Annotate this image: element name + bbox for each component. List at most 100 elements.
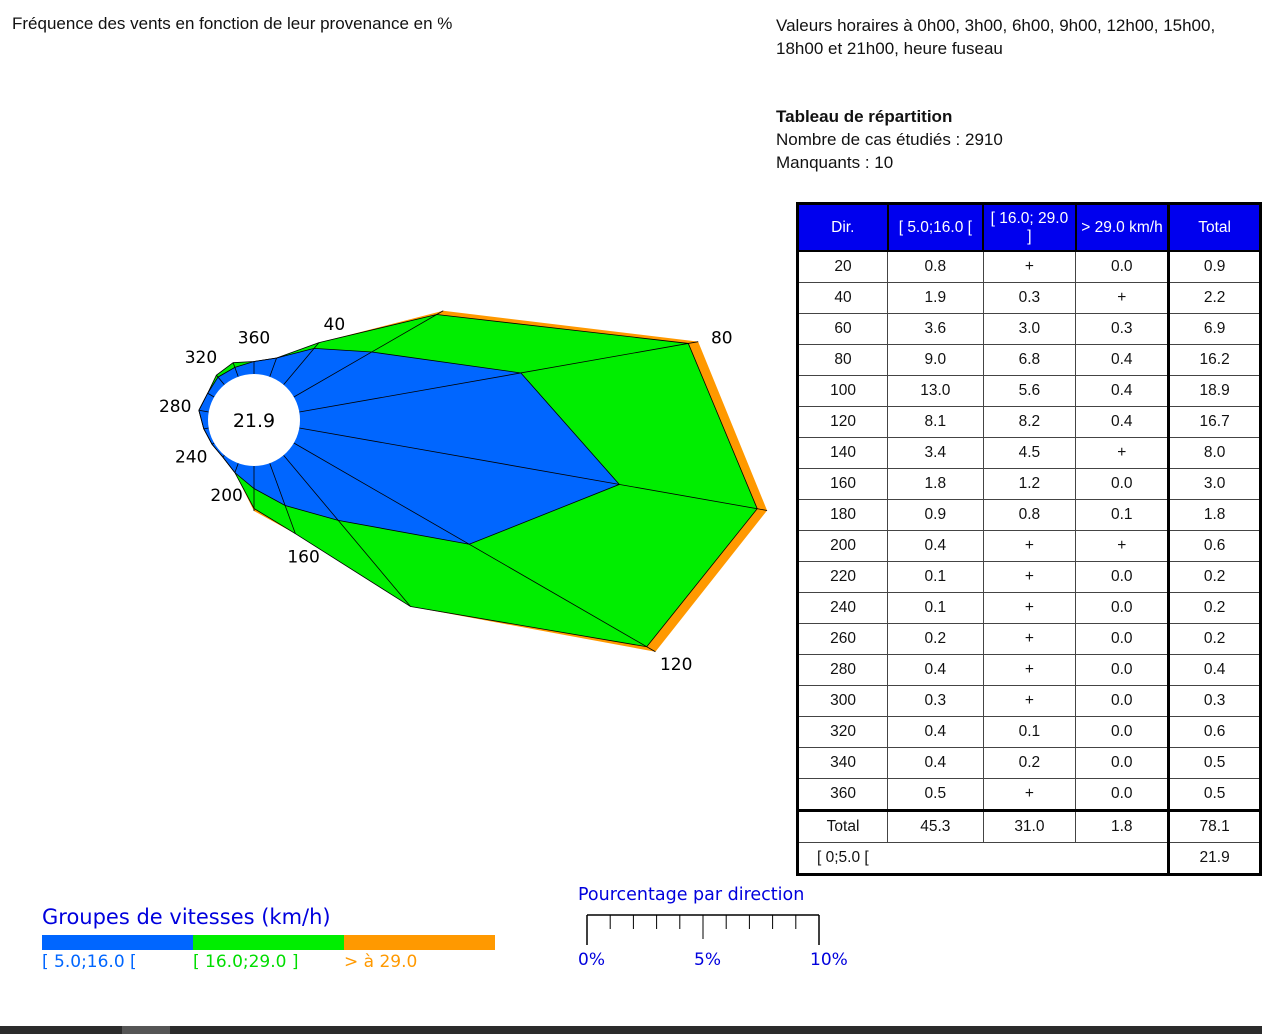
rose-spoke-200 (234, 463, 239, 473)
table-cell: + (1075, 282, 1170, 314)
rose-spoke-140 (283, 454, 411, 607)
table-cell: 0.2 (887, 623, 984, 655)
table-cell: 0.3 (1167, 685, 1261, 717)
table-cell: 120 (796, 406, 889, 438)
table-row: 300 0.3 +0.0 0.3 (796, 685, 1261, 717)
table-cell: 0.0 (1075, 250, 1170, 283)
legend-label-low: [ 5.0;16.0 [ (42, 952, 137, 972)
rose-spoke-220 (222, 454, 225, 458)
table-cell: 0.6 (1167, 530, 1261, 562)
table-cell: 0.3 (982, 282, 1077, 314)
direction-label-40: 40 (324, 315, 346, 335)
table-row: 200 0.4 + +0.6 (796, 530, 1261, 562)
table-cell: 0.9 (1167, 250, 1261, 283)
table-cell: 3.0 (1167, 468, 1261, 500)
table-cell: 16.7 (1167, 406, 1261, 438)
table-cell: 0.0 (1075, 716, 1170, 748)
table-cell: 1.8 (887, 468, 984, 500)
info-line-2: 18h00 et 21h00, heure fuseau (776, 39, 1003, 58)
table-cell: 4.5 (982, 437, 1077, 469)
rose-spoke-100 (299, 427, 768, 511)
table-cell: 0.3 (887, 685, 984, 717)
table-cell: 8.1 (887, 406, 984, 438)
rose-outline-band-1 (198, 314, 758, 648)
rose-spoke-340 (232, 362, 239, 377)
table-cell: 0.0 (1075, 747, 1170, 779)
calm-value: 21.9 (1167, 842, 1261, 875)
scale-label-5: 5% (694, 950, 721, 970)
rose-spoke-240 (211, 442, 215, 445)
table-row: 100 13.0 5.6 0.4 18.9 (796, 375, 1261, 407)
table-cell: 0.1 (887, 561, 984, 593)
direction-label-200: 200 (210, 486, 242, 506)
table-total-row: Total 45.3 31.0 1.8 78.1 (796, 809, 1261, 843)
table-cell: 1.8 (1167, 499, 1261, 531)
table-cell: 0.4 (887, 654, 984, 686)
table-cell: + (1075, 437, 1170, 469)
header-speed-1: [ 5.0;16.0 [ (886, 202, 985, 252)
header-speed-3: > 29.0 km/h (1074, 202, 1170, 252)
table-cell: 1.9 (887, 282, 984, 314)
table-cell: 8.0 (1167, 437, 1261, 469)
total-cell: 31.0 (982, 809, 1077, 843)
table-cell: 0.2 (1167, 623, 1261, 655)
header-total: Total (1167, 202, 1262, 252)
table-cell: 13.0 (887, 375, 984, 407)
table-row: 280 0.4 +0.0 0.4 (796, 654, 1261, 686)
legend-label-high: > à 29.0 (344, 952, 418, 972)
table-cell: + (982, 685, 1077, 717)
legend-bar-low (42, 935, 193, 950)
table-row: 60 3.6 3.0 0.3 6.9 (796, 313, 1261, 345)
speed-legend: Groupes de vitesses (km/h) [ 5.0;16.0 [ … (42, 905, 495, 976)
table-row: 40 1.9 0.3 +2.2 (796, 282, 1261, 314)
table-cell: 40 (796, 282, 889, 314)
table-cell: 360 (796, 778, 889, 811)
rose-spoke-20 (269, 357, 277, 377)
table-cell: + (982, 530, 1077, 562)
scale-title: Pourcentage par direction (578, 885, 805, 905)
table-cell: 0.4 (887, 530, 984, 562)
table-row: 240 0.1 +0.0 0.2 (796, 592, 1261, 624)
direction-label-120: 120 (660, 655, 692, 675)
table-row: 20 0.8 +0.0 0.9 (796, 250, 1261, 283)
cases-count: Nombre de cas étudiés : 2910 (776, 130, 1003, 149)
table-cell: 0.8 (887, 250, 984, 283)
rose-spoke-80 (299, 341, 699, 413)
calm-circle (208, 374, 300, 466)
table-calm-row: [ 0;5.0 [21.9 (796, 842, 1261, 875)
table-cell: 0.4 (1167, 654, 1261, 686)
legend-label-mid: [ 16.0;29.0 ] (193, 952, 299, 972)
table-cell: 320 (796, 716, 889, 748)
direction-label-240: 240 (175, 447, 207, 467)
table-row: 260 0.2 +0.0 0.2 (796, 623, 1261, 655)
table-cell: 6.8 (982, 344, 1077, 376)
table-cell: 3.4 (887, 437, 984, 469)
table-cell: 0.0 (1075, 623, 1170, 655)
direction-label-80: 80 (711, 329, 733, 349)
rose-spoke-280 (198, 409, 209, 413)
calm-percent-label: 21.9 (233, 410, 275, 432)
table-cell: 0.4 (887, 747, 984, 779)
rose-spoke-320 (216, 374, 225, 386)
table-cell: 260 (796, 623, 889, 655)
table-cell: 0.1 (982, 716, 1077, 748)
table-cell: 0.9 (887, 499, 984, 531)
total-cell: 45.3 (887, 809, 984, 843)
table-cell: 280 (796, 654, 889, 686)
distribution-table: Dir. [ 5.0;16.0 [ [ 16.0; 29.0 ] > 29.0 … (796, 202, 1262, 876)
table-cell: 3.6 (887, 313, 984, 345)
legend-bar-mid (193, 935, 344, 950)
table-cell: 0.8 (982, 499, 1077, 531)
info-line-1: Valeurs horaires à 0h00, 3h00, 6h00, 9h0… (776, 16, 1216, 35)
table-cell: 100 (796, 375, 889, 407)
table-cell: 140 (796, 437, 889, 469)
table-cell: 220 (796, 561, 889, 593)
legend-bar-high (344, 935, 495, 950)
rose-band-0 (198, 348, 620, 545)
table-cell: 8.2 (982, 406, 1077, 438)
table-row: 160 1.8 1.2 0.0 3.0 (796, 468, 1261, 500)
table-row: 360 0.5 +0.0 0.5 (796, 778, 1261, 811)
direction-label-320: 320 (185, 348, 217, 368)
rose-spoke-120 (293, 442, 656, 653)
